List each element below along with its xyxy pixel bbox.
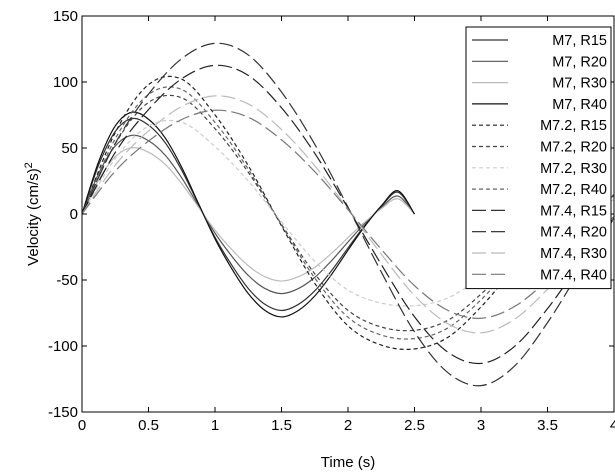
x-tick-label-1: 0.5 [138, 417, 159, 434]
x-tick-label-0: 0 [78, 417, 86, 434]
legend-label-5: M7.2, R20 [540, 140, 607, 156]
legend-label-6: M7.2, R30 [540, 161, 607, 177]
legend-label-3: M7, R40 [552, 97, 607, 113]
y-tick-label-0: 150 [53, 8, 78, 25]
legend-label-9: M7.4, R20 [540, 225, 607, 241]
y-tick-label-5: -100 [48, 338, 78, 355]
legend-box [465, 26, 612, 290]
x-axis-label: Time (s) [321, 454, 375, 471]
y-tick-label-6: -150 [48, 404, 78, 421]
legend-label-1: M7, R20 [552, 54, 607, 70]
y-axis-label-text: Velocity (cm/s) [25, 168, 42, 266]
x-tick-label-5: 2.5 [404, 417, 425, 434]
series-line-0 [82, 117, 415, 312]
y-tick-label-4: -50 [56, 272, 78, 289]
x-tick-label-7: 3.5 [537, 417, 558, 434]
y-tick-label-3: 0 [70, 206, 78, 223]
x-tick-label-6: 3 [477, 417, 485, 434]
series-line-11 [82, 109, 614, 319]
legend-label-11: M7.4, R40 [540, 267, 607, 283]
series-line-2 [82, 147, 415, 282]
x-tick-label-2: 1 [211, 417, 219, 434]
legend-label-4: M7.2, R15 [540, 118, 607, 134]
series-line-9 [82, 64, 614, 365]
legend-label-0: M7, R15 [552, 33, 607, 49]
legend-label-10: M7.4, R30 [540, 246, 607, 262]
legend-label-8: M7.4, R15 [540, 203, 607, 219]
y-tick-label-2: 50 [61, 140, 78, 157]
x-tick-label-3: 1.5 [271, 417, 292, 434]
series-line-1 [82, 134, 415, 295]
y-axis-label: Velocity (cm/s)2 [23, 162, 42, 266]
ticks-layer: 0 0.5 1 1.5 2 2.5 3 3.5 4 150 100 50 0 -50 -100 -150 [48, 8, 615, 434]
y-axis-label-superscript: 2 [23, 162, 35, 168]
legend: M7, R15 M7, R20 M7, R30 M7, R40 M7.2, R15 M7.… [465, 26, 612, 290]
x-tick-label-8: 4 [610, 417, 615, 434]
legend-label-2: M7, R30 [552, 76, 607, 92]
legend-label-7: M7.2, R40 [540, 182, 607, 198]
y-tick-label-1: 100 [53, 74, 78, 91]
x-tick-label-4: 2 [344, 417, 352, 434]
